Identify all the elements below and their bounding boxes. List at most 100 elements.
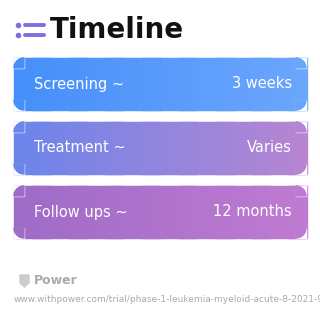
Bar (226, 122, 228, 174)
Bar (284, 186, 286, 238)
Bar (196, 122, 197, 174)
Bar (271, 186, 272, 238)
Bar (242, 186, 243, 238)
Bar (137, 58, 138, 110)
Bar (106, 186, 107, 238)
Bar (155, 186, 156, 238)
Bar (209, 186, 210, 238)
Bar (179, 58, 180, 110)
Bar (119, 186, 121, 238)
Bar (122, 58, 124, 110)
Bar (151, 122, 153, 174)
Bar (59, 122, 60, 174)
Bar (34, 122, 35, 174)
Bar (171, 122, 172, 174)
Bar (163, 122, 164, 174)
Bar (131, 186, 132, 238)
Bar (134, 122, 135, 174)
Bar (79, 58, 81, 110)
Bar (151, 58, 153, 110)
Bar (194, 186, 196, 238)
Bar (98, 186, 99, 238)
Bar (109, 122, 111, 174)
Bar (193, 186, 195, 238)
Bar (81, 186, 83, 238)
Bar (150, 122, 152, 174)
Bar (50, 186, 52, 238)
Polygon shape (296, 186, 306, 196)
Bar (233, 122, 235, 174)
Bar (214, 186, 216, 238)
Bar (205, 186, 206, 238)
Bar (141, 186, 143, 238)
Bar (291, 186, 292, 238)
Bar (183, 186, 185, 238)
Bar (42, 58, 44, 110)
Bar (43, 58, 45, 110)
Bar (22, 122, 23, 174)
Bar (96, 58, 97, 110)
Bar (231, 122, 233, 174)
Bar (46, 186, 48, 238)
Bar (148, 122, 150, 174)
Bar (296, 186, 298, 238)
Bar (177, 58, 178, 110)
Bar (124, 58, 125, 110)
Bar (105, 186, 106, 238)
Bar (25, 58, 26, 110)
Bar (43, 122, 45, 174)
Bar (33, 186, 34, 238)
Bar (100, 186, 101, 238)
Bar (290, 186, 291, 238)
Bar (100, 122, 102, 174)
Bar (83, 186, 84, 238)
Bar (69, 122, 71, 174)
Bar (176, 122, 177, 174)
Bar (155, 122, 156, 174)
Bar (149, 122, 151, 174)
Bar (57, 186, 58, 238)
Bar (90, 58, 92, 110)
Bar (142, 122, 144, 174)
Bar (271, 58, 272, 110)
Bar (75, 58, 77, 110)
Bar (248, 58, 249, 110)
Bar (51, 122, 52, 174)
Bar (73, 58, 75, 110)
Text: 3 weeks: 3 weeks (232, 77, 292, 92)
Bar (156, 186, 157, 238)
Bar (106, 122, 107, 174)
Bar (85, 186, 86, 238)
Bar (86, 186, 87, 238)
Bar (70, 122, 72, 174)
Bar (236, 186, 237, 238)
Bar (227, 58, 228, 110)
Bar (40, 122, 42, 174)
Bar (53, 122, 54, 174)
Bar (188, 58, 190, 110)
Bar (234, 186, 236, 238)
Bar (140, 58, 141, 110)
Bar (233, 58, 235, 110)
Bar (182, 122, 184, 174)
Bar (149, 186, 151, 238)
Bar (109, 186, 111, 238)
Bar (234, 58, 236, 110)
Bar (183, 58, 185, 110)
Bar (281, 122, 282, 174)
Bar (127, 186, 128, 238)
Bar (75, 186, 77, 238)
Bar (117, 58, 119, 110)
Bar (114, 186, 116, 238)
Bar (291, 58, 292, 110)
Bar (107, 122, 108, 174)
Polygon shape (14, 58, 24, 68)
Bar (92, 122, 93, 174)
Bar (223, 122, 225, 174)
Bar (298, 186, 300, 238)
Bar (245, 58, 246, 110)
Bar (159, 58, 161, 110)
Bar (24, 58, 25, 110)
Bar (108, 186, 110, 238)
Bar (129, 58, 130, 110)
